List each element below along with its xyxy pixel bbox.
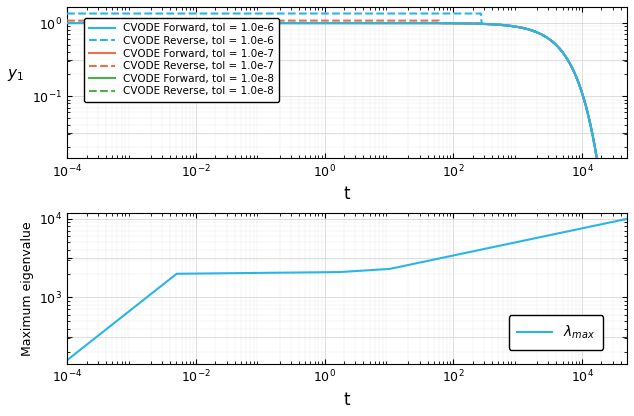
$\lambda_{max}$ — [481, 246, 489, 251]
X-axis label: t: t — [344, 186, 351, 203]
Legend: CVODE Forward, tol = 1.0e-6, CVODE Reverse, tol = 1.0e-6, CVODE Forward, tol = 1: CVODE Forward, tol = 1.0e-6, CVODE Rever… — [84, 18, 280, 102]
Legend: $\lambda_{max}$: $\lambda_{max}$ — [508, 315, 604, 349]
$\lambda_{max}$ — [277, 270, 285, 275]
$\lambda_{max}$ — [399, 264, 407, 269]
X-axis label: t: t — [344, 391, 351, 409]
$\lambda_{max}$ — [63, 358, 71, 363]
$\lambda_{max}$ — [427, 258, 435, 262]
$\lambda_{max}$ — [623, 216, 631, 221]
Line: $\lambda_{max}$: $\lambda_{max}$ — [67, 219, 627, 360]
$\lambda_{max}$ — [524, 238, 531, 243]
Y-axis label: Maximum eigenvalue: Maximum eigenvalue — [21, 221, 34, 356]
Y-axis label: $y_1$: $y_1$ — [7, 67, 24, 83]
$\lambda_{max}$ — [165, 277, 172, 282]
